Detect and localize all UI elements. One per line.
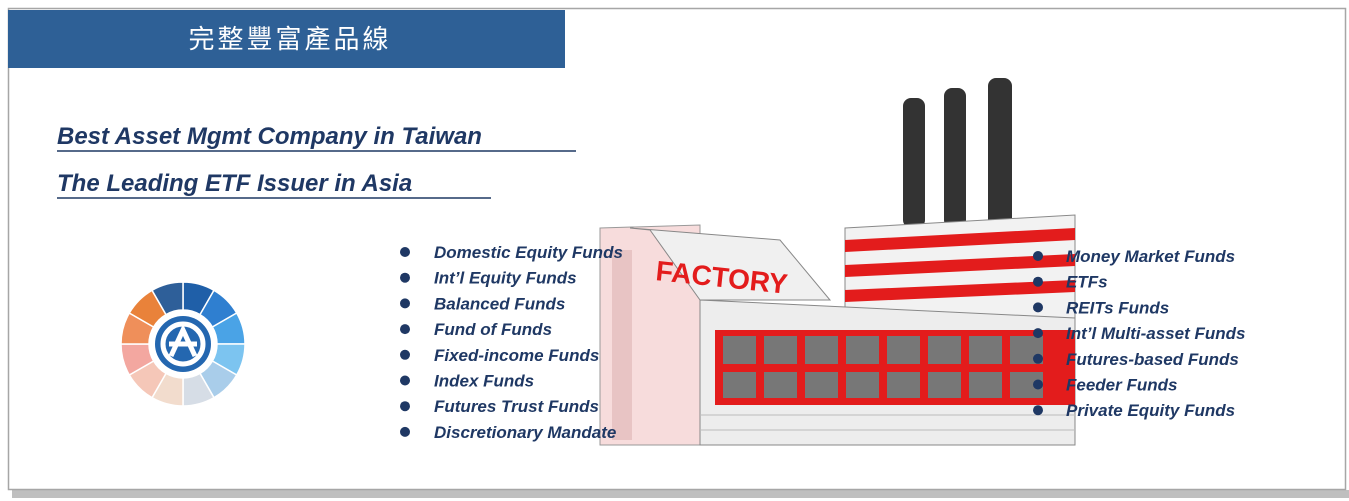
logo-ring bbox=[160, 321, 206, 367]
list-item: Int’l Multi-asset Funds bbox=[1066, 324, 1245, 343]
bullet bbox=[1033, 405, 1043, 416]
logo bbox=[120, 281, 246, 407]
factory: FACTORY bbox=[599, 78, 1076, 446]
list-item: Money Market Funds bbox=[1066, 247, 1235, 266]
bullet bbox=[400, 247, 410, 257]
bullet bbox=[1033, 302, 1043, 313]
logo-segment bbox=[150, 281, 184, 316]
header-title: 完整豐富產品線 bbox=[188, 25, 391, 55]
list-item: Futures-based Funds bbox=[1066, 350, 1239, 369]
left-list: Domestic Equity Funds Int’l Equity Funds B… bbox=[400, 243, 623, 442]
list-item: ETFs bbox=[1066, 273, 1108, 292]
header-bar bbox=[8, 10, 565, 68]
list-item: Balanced Funds bbox=[434, 294, 565, 313]
headline: Best Asset Mgmt Company in Taiwan bbox=[57, 123, 482, 150]
bullet bbox=[400, 349, 410, 360]
bullet bbox=[400, 375, 410, 386]
bullet bbox=[400, 324, 410, 335]
shadow bbox=[12, 490, 1349, 498]
bullet bbox=[400, 426, 410, 437]
list-item: Domestic Equity Funds bbox=[434, 243, 623, 262]
bullet bbox=[1033, 353, 1043, 364]
right-list: Money Market Funds ETFs REITs Funds Int’l M… bbox=[1033, 247, 1245, 420]
bullet bbox=[1033, 379, 1043, 390]
list-item: Feeder Funds bbox=[1066, 376, 1177, 395]
list-item: Index Funds bbox=[434, 372, 534, 391]
bullet bbox=[1033, 251, 1043, 261]
list-item: Discretionary Mandate bbox=[434, 423, 616, 442]
list-item: Private Equity Funds bbox=[1066, 401, 1235, 420]
bullet bbox=[400, 401, 410, 412]
bullet bbox=[400, 298, 410, 309]
bullet bbox=[400, 272, 410, 283]
bullet bbox=[1033, 328, 1043, 339]
list-item: Futures Trust Funds bbox=[434, 397, 599, 416]
bullet bbox=[1033, 276, 1043, 287]
list-item: Fund of Funds bbox=[434, 320, 552, 339]
headline: The Leading ETF Issuer in Asia bbox=[57, 170, 412, 197]
logo-mark bbox=[168, 324, 198, 358]
list-item: Fixed-income Funds bbox=[434, 346, 599, 365]
list-item: REITs Funds bbox=[1066, 298, 1169, 317]
list-item: Int’l Equity Funds bbox=[434, 269, 577, 288]
